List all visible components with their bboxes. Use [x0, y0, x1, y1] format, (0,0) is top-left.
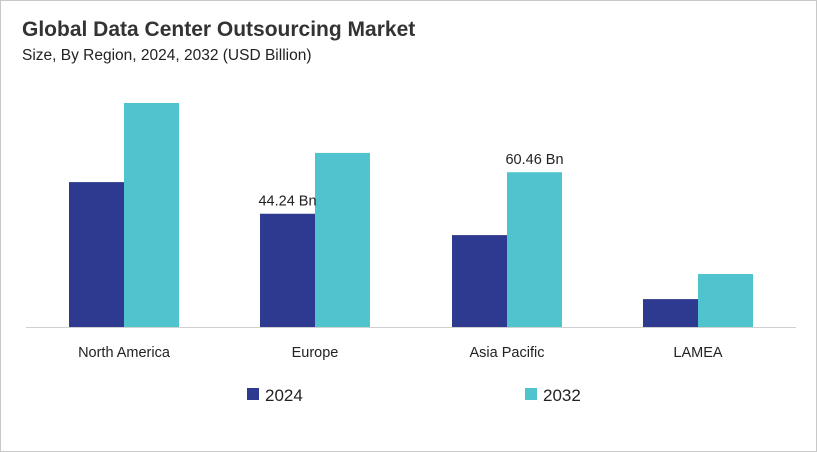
- bar-2032-lamea: [698, 274, 753, 327]
- x-tick-label: Europe: [292, 345, 339, 361]
- bar-2032-asia-pacific: [507, 172, 562, 327]
- chart-subtitle: Size, By Region, 2024, 2032 (USD Billion…: [22, 47, 312, 64]
- bar-2024-europe: [260, 213, 315, 327]
- bar-2024-north-america: [69, 182, 124, 327]
- bar-2024-asia-pacific: [452, 235, 507, 327]
- data-label: 60.46 Bn: [505, 152, 563, 168]
- x-tick-label: Asia Pacific: [470, 345, 545, 361]
- x-tick-label: North America: [78, 345, 171, 361]
- data-label: 44.24 Bn: [258, 194, 316, 210]
- legend-swatch-2032: [525, 388, 537, 400]
- bar-2032-europe: [315, 152, 370, 327]
- x-tick-label: LAMEA: [673, 345, 722, 361]
- bar-2024-lamea: [643, 299, 698, 327]
- legend-swatch-2024: [247, 388, 259, 400]
- legend-label: 2024: [265, 386, 303, 405]
- bar-2032-north-america: [124, 103, 179, 327]
- legend-label: 2032: [543, 386, 581, 405]
- chart-title: Global Data Center Outsourcing Market: [22, 18, 416, 41]
